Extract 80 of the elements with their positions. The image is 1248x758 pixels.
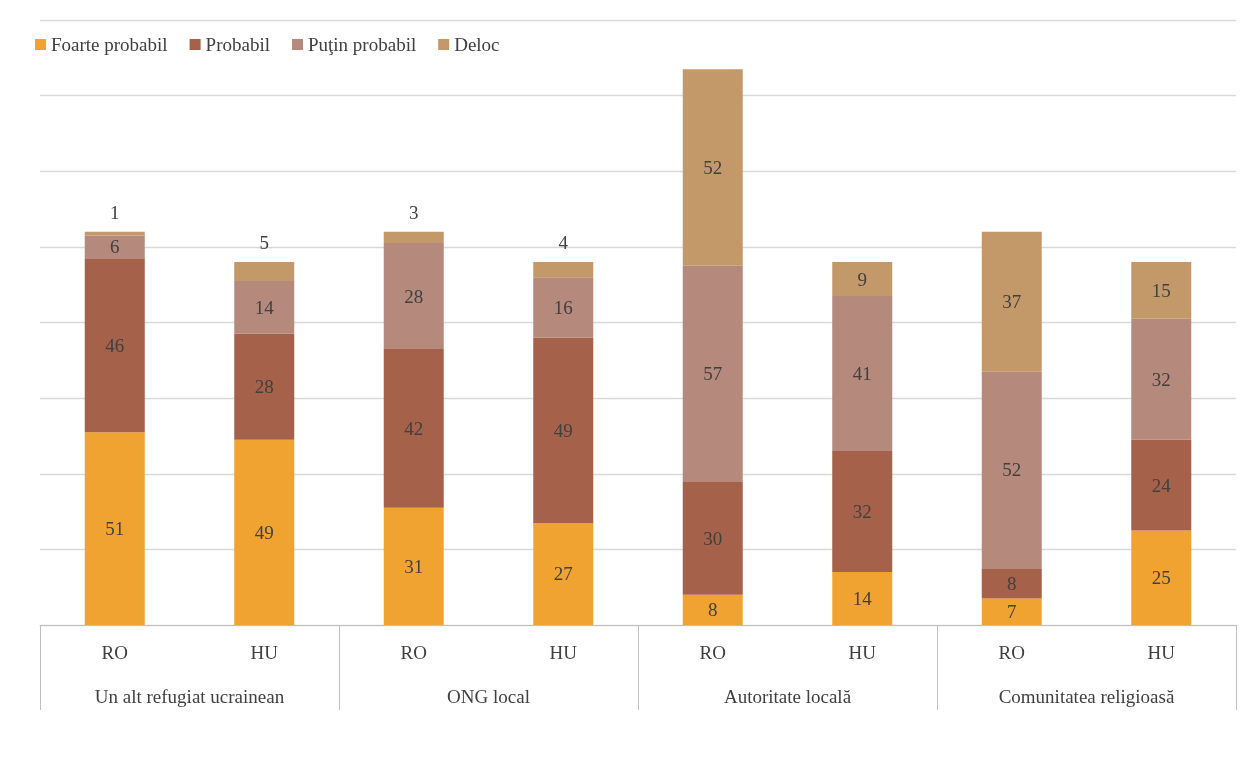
data-label: 41	[852, 363, 872, 385]
data-label: 27	[553, 563, 573, 585]
data-label: 52	[1002, 459, 1022, 481]
data-label: 57	[703, 363, 723, 385]
data-label: 28	[254, 376, 274, 398]
data-label: 16	[553, 296, 573, 318]
bar	[1131, 262, 1192, 319]
data-label: 28	[404, 285, 424, 307]
data-label: 46	[105, 334, 125, 356]
data-label: 52	[703, 156, 723, 178]
bar	[682, 594, 743, 625]
data-label: 25	[1151, 567, 1171, 589]
legend-label: Puţin probabil	[307, 34, 417, 55]
bar	[981, 371, 1042, 569]
data-label: 32	[852, 501, 872, 523]
bar	[682, 265, 743, 482]
bar	[84, 231, 145, 236]
x-tick-label: RO	[699, 642, 726, 663]
x-tick-label: RO	[400, 642, 427, 663]
bar	[84, 235, 145, 259]
bar	[234, 280, 295, 334]
bar	[1131, 318, 1192, 440]
data-label: 30	[703, 527, 723, 549]
bar	[234, 262, 295, 281]
bar	[383, 231, 444, 244]
data-label: 49	[254, 521, 274, 543]
data-label: 8	[708, 599, 718, 621]
bar	[533, 262, 594, 278]
data-label: 42	[404, 417, 424, 439]
data-label: 14	[254, 296, 275, 318]
data-label: 14	[852, 588, 873, 610]
bar	[383, 507, 444, 625]
x-tick-label: HU	[549, 642, 578, 663]
data-label: 32	[1151, 368, 1171, 390]
data-label: 24	[1151, 474, 1172, 496]
bar	[832, 262, 893, 297]
text: Autoritate locală	[723, 686, 852, 707]
data-label: 49	[553, 419, 573, 441]
text: ONG local	[447, 686, 530, 707]
data-label: 37	[1002, 291, 1022, 313]
data-label: 1	[110, 201, 120, 223]
bar	[84, 432, 145, 625]
data-label: 31	[404, 555, 424, 577]
bar	[682, 69, 743, 266]
data-label: 15	[1151, 279, 1171, 301]
x-tick-label: HU	[848, 642, 877, 663]
data-label: 9	[857, 268, 867, 290]
x-tick-label: RO	[101, 642, 128, 663]
data-label: 4	[558, 232, 569, 253]
bar	[682, 481, 743, 595]
data-label: 51	[105, 518, 125, 540]
bar	[383, 243, 444, 349]
bar	[383, 348, 444, 508]
bar	[981, 568, 1042, 599]
x-tick-label: RO	[998, 642, 1025, 663]
legend-label: Deloc	[454, 34, 500, 55]
data-label: 8	[1007, 572, 1017, 594]
bar	[84, 258, 145, 433]
bar	[981, 231, 1042, 372]
x-tick-label: HU	[250, 642, 279, 663]
legend-label: Foarte probabil	[51, 34, 168, 55]
data-label: 7	[1007, 601, 1017, 623]
data-label: 6	[110, 236, 120, 258]
bar	[832, 296, 893, 452]
bar	[832, 572, 893, 625]
text: Un alt refugiat ucrainean	[94, 686, 285, 707]
text: Comunitatea religioasă	[998, 686, 1175, 707]
bar	[1131, 439, 1192, 531]
bar	[533, 277, 594, 338]
bar	[533, 337, 594, 523]
legend-label: Probabil	[205, 34, 270, 55]
bar	[533, 522, 594, 625]
bar	[832, 451, 893, 573]
bar	[234, 439, 295, 625]
bar	[1131, 530, 1192, 625]
data-label: 5	[259, 232, 269, 253]
bar	[981, 598, 1042, 625]
bar	[234, 333, 295, 440]
data-label: 3	[409, 201, 419, 223]
x-tick-label: HU	[1147, 642, 1176, 663]
